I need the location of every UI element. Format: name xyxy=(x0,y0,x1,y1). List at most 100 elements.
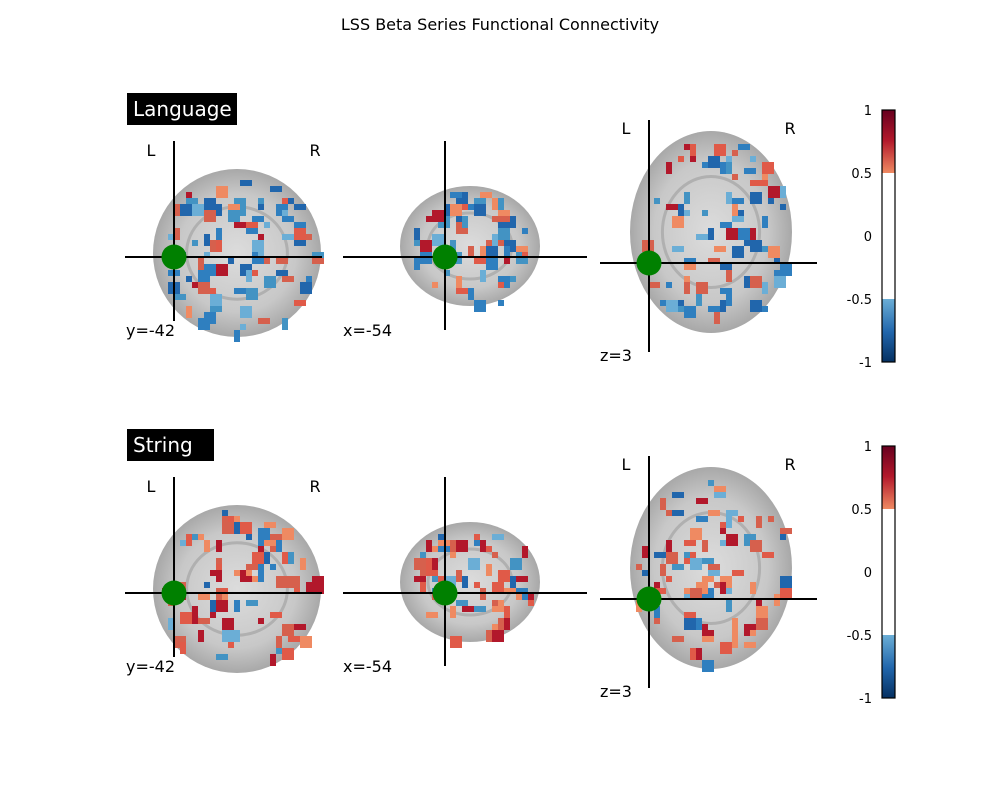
voxel xyxy=(684,552,690,558)
voxel xyxy=(696,648,702,660)
voxel xyxy=(702,660,714,672)
voxel xyxy=(174,228,180,240)
figure-title: LSS Beta Series Functional Connectivity xyxy=(341,15,659,34)
voxel xyxy=(678,156,684,162)
voxel xyxy=(774,276,786,288)
voxel xyxy=(768,186,780,198)
voxel xyxy=(420,240,432,252)
voxel xyxy=(774,258,780,264)
voxel xyxy=(252,552,264,564)
voxel xyxy=(438,534,444,540)
voxel xyxy=(270,612,282,618)
voxel xyxy=(222,516,228,528)
voxel xyxy=(186,276,192,282)
voxel xyxy=(762,162,774,174)
voxel xyxy=(282,648,294,660)
voxel xyxy=(246,570,252,576)
voxel xyxy=(198,630,204,642)
voxel xyxy=(450,606,456,618)
brain-view-coronal: L Ry=-42 xyxy=(125,141,324,342)
voxel xyxy=(456,198,462,204)
slice-coordinate: x=-54 xyxy=(343,657,392,676)
voxel xyxy=(174,294,186,300)
voxel xyxy=(654,582,660,588)
slice-coordinate: y=-42 xyxy=(126,321,175,340)
voxel xyxy=(450,204,462,216)
voxel xyxy=(780,264,792,276)
voxel xyxy=(684,282,690,294)
voxel xyxy=(474,540,480,546)
voxel xyxy=(258,204,264,210)
voxel xyxy=(690,528,702,540)
voxel xyxy=(498,300,504,306)
voxel xyxy=(708,480,714,486)
voxel xyxy=(246,270,252,282)
voxel xyxy=(186,306,192,318)
voxel xyxy=(732,150,738,156)
voxel xyxy=(474,582,480,588)
voxel xyxy=(450,240,456,252)
brain-view-axial: L Rz=3 xyxy=(600,119,817,365)
voxel xyxy=(714,486,726,492)
voxel xyxy=(294,228,306,240)
voxel xyxy=(498,282,504,288)
voxel xyxy=(498,228,510,240)
voxel xyxy=(738,144,750,150)
voxel xyxy=(708,156,720,168)
voxel xyxy=(750,276,762,288)
colorbar-tick-label: -0.5 xyxy=(847,293,872,308)
voxel xyxy=(714,492,726,498)
voxel xyxy=(180,204,192,216)
voxel xyxy=(666,162,672,174)
voxel xyxy=(228,630,240,642)
voxel xyxy=(258,528,270,540)
brain-view-sagittal: x=-54 xyxy=(343,477,587,676)
voxel xyxy=(426,612,438,618)
voxel xyxy=(270,186,282,192)
row-language: Language L Ry=-42 x=-54 L Rz=3 1 0.5 0 -0.5 -1 xyxy=(125,93,896,371)
voxel xyxy=(666,540,672,552)
voxel xyxy=(666,300,678,312)
voxel xyxy=(780,528,792,534)
voxel xyxy=(750,240,762,252)
voxel xyxy=(696,294,702,306)
seed-marker xyxy=(161,580,187,606)
voxel xyxy=(234,288,246,294)
voxel xyxy=(774,270,780,276)
voxel xyxy=(684,144,690,150)
voxel xyxy=(516,246,528,252)
voxel xyxy=(672,492,684,498)
voxel xyxy=(276,270,288,276)
voxel xyxy=(426,216,432,222)
orientation-left: L xyxy=(622,119,631,138)
voxel xyxy=(270,546,276,552)
voxel xyxy=(252,576,258,582)
voxel xyxy=(210,240,216,252)
voxel xyxy=(492,600,498,606)
voxel xyxy=(684,540,696,546)
voxel xyxy=(474,300,486,312)
voxel xyxy=(684,192,690,204)
voxel xyxy=(732,570,744,576)
voxel xyxy=(252,240,264,252)
voxel xyxy=(726,192,732,204)
voxel xyxy=(756,606,768,618)
voxel xyxy=(732,624,738,636)
voxel xyxy=(474,606,486,612)
voxel xyxy=(756,618,768,630)
voxel xyxy=(660,564,666,576)
row-string: String L Ry=-42 x=-54 L Rz=3 1 0.5 0 -0.5 -1 xyxy=(125,429,896,707)
voxel xyxy=(234,570,240,576)
colorbar-tick-label: 0 xyxy=(864,566,872,581)
voxel xyxy=(228,210,240,222)
voxel xyxy=(216,570,222,582)
voxel xyxy=(690,648,696,660)
voxel xyxy=(726,294,732,306)
voxel xyxy=(294,204,306,210)
voxel xyxy=(510,576,516,588)
voxel xyxy=(216,186,228,198)
voxel xyxy=(666,204,678,210)
voxel xyxy=(180,540,186,546)
voxel xyxy=(240,324,246,330)
